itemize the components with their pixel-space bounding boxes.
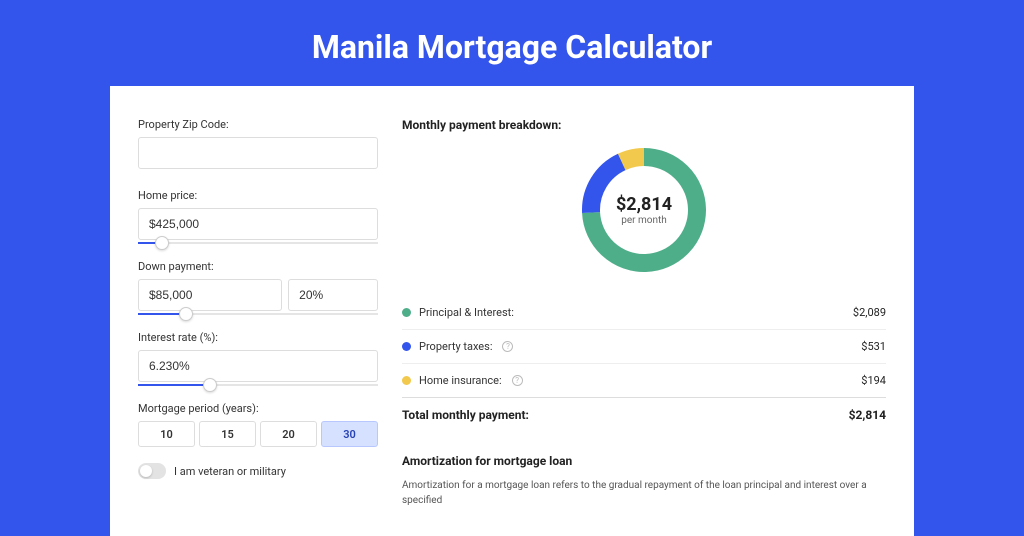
legend-value: $531 <box>861 340 886 353</box>
page-title: Manila Mortgage Calculator <box>0 28 1024 66</box>
interest-rate-slider[interactable] <box>138 384 378 386</box>
info-icon[interactable]: ? <box>502 341 513 352</box>
zip-input[interactable] <box>138 137 378 169</box>
breakdown-panel: Monthly payment breakdown: $2,814 per mo… <box>402 118 886 508</box>
legend-label: Property taxes: <box>419 340 492 353</box>
home-price-input[interactable] <box>138 208 378 240</box>
form-panel: Property Zip Code: Home price: Down paym… <box>138 118 378 508</box>
home-price-slider[interactable] <box>138 242 378 244</box>
down-payment-input[interactable] <box>138 279 282 311</box>
legend-dot-icon <box>402 342 411 351</box>
total-label: Total monthly payment: <box>402 408 529 422</box>
interest-rate-input[interactable] <box>138 350 378 382</box>
period-option-30[interactable]: 30 <box>321 421 378 447</box>
legend-dot-icon <box>402 376 411 385</box>
breakdown-title: Monthly payment breakdown: <box>402 118 886 132</box>
info-icon[interactable]: ? <box>512 375 523 386</box>
legend-dot-icon <box>402 308 411 317</box>
donut-center-sub: per month <box>621 215 667 226</box>
period-option-10[interactable]: 10 <box>138 421 195 447</box>
legend-row: Property taxes:? $531 <box>402 330 886 364</box>
home-price-label: Home price: <box>138 189 378 202</box>
down-payment-label: Down payment: <box>138 260 378 273</box>
amortization-text: Amortization for a mortgage loan refers … <box>402 478 886 508</box>
payment-donut-chart: $2,814 per month <box>582 148 706 272</box>
period-option-20[interactable]: 20 <box>260 421 317 447</box>
veteran-toggle[interactable] <box>138 463 166 479</box>
zip-label: Property Zip Code: <box>138 118 378 131</box>
legend-value: $2,089 <box>853 306 886 319</box>
legend-row: Home insurance:? $194 <box>402 364 886 397</box>
calculator-card: Property Zip Code: Home price: Down paym… <box>110 86 914 536</box>
veteran-label: I am veteran or military <box>174 465 286 478</box>
period-label: Mortgage period (years): <box>138 402 378 415</box>
legend-label: Principal & Interest: <box>419 306 514 319</box>
down-payment-pct-input[interactable] <box>288 279 378 311</box>
total-value: $2,814 <box>849 408 886 422</box>
period-option-15[interactable]: 15 <box>199 421 256 447</box>
donut-center-value: $2,814 <box>616 194 672 215</box>
down-payment-slider[interactable] <box>138 313 378 315</box>
amortization-title: Amortization for mortgage loan <box>402 454 886 468</box>
legend-value: $194 <box>861 374 886 387</box>
legend-row: Principal & Interest: $2,089 <box>402 296 886 330</box>
interest-rate-label: Interest rate (%): <box>138 331 378 344</box>
legend-label: Home insurance: <box>419 374 502 387</box>
